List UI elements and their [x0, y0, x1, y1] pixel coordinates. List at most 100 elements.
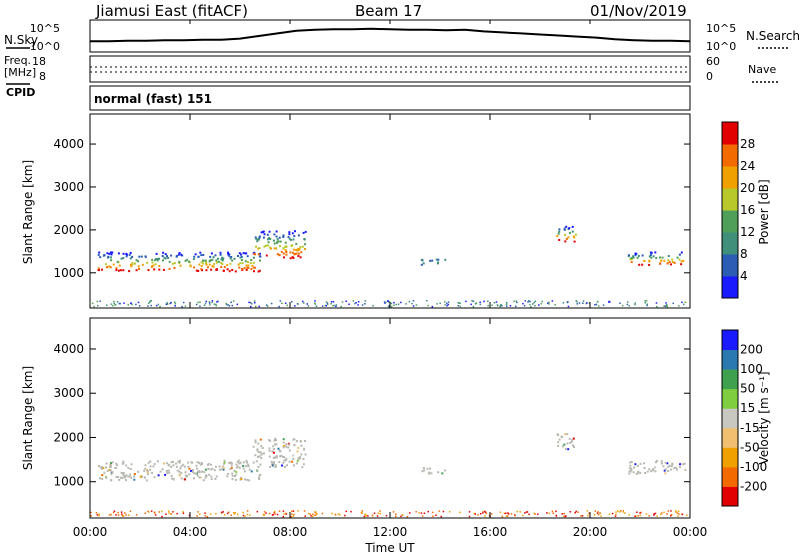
scatter-cell [98, 269, 100, 271]
scatter-cell [684, 301, 687, 303]
scatter-cell [149, 300, 152, 302]
scatter-cell [484, 510, 486, 513]
scatter-cell [217, 260, 220, 263]
scatter-cell [103, 471, 106, 474]
scatter-cell [138, 267, 140, 270]
scatter-cell [563, 228, 566, 231]
scatter-cell [201, 462, 204, 465]
scatter-cell [671, 258, 674, 261]
scatter-cell [629, 470, 632, 473]
scatter-cell [128, 270, 131, 273]
scatter-cell [400, 515, 402, 518]
scatter-cell [628, 514, 630, 516]
scatter-cell [191, 471, 194, 473]
freq-panel: 18 8 60 0 Freq. [MHz] CPID Nave [4, 54, 778, 99]
scatter-cell [122, 252, 125, 255]
scatter-cell [602, 304, 605, 306]
scatter-cell [525, 511, 528, 513]
scatter-cell [196, 515, 198, 517]
scatter-cell [282, 438, 285, 441]
scatter-cell [141, 263, 144, 266]
scatter-cell [281, 464, 284, 467]
scatter-cell [215, 268, 218, 271]
scatter-cell [288, 233, 291, 236]
scatter-cell [124, 512, 126, 514]
scatter-cell [273, 247, 276, 250]
scatter-cell [293, 438, 296, 441]
scatter-cell [256, 240, 259, 243]
scatter-cell [111, 251, 114, 254]
scatter-cell [430, 472, 433, 475]
scatter-cell [244, 260, 247, 263]
x-tick-label: 16:00 [473, 525, 508, 539]
scatter-cell [568, 437, 571, 440]
scatter-cell [643, 462, 646, 465]
scatter-cell [435, 258, 438, 261]
scatter-cell [250, 259, 253, 261]
scatter-cell [91, 302, 94, 305]
scatter-cell [420, 263, 423, 266]
scatter-cell [285, 443, 288, 446]
scatter-cell [170, 254, 173, 257]
scatter-cell [219, 253, 222, 256]
scatter-cell [291, 513, 293, 515]
scatter-cell [235, 463, 238, 466]
scatter-cell [372, 305, 374, 307]
scatter-cell [166, 302, 168, 304]
scatter-cell [565, 225, 568, 228]
scatter-cell [457, 305, 459, 307]
scatter-cell [679, 463, 682, 466]
scatter-cell [199, 513, 201, 515]
scatter-cell [239, 256, 242, 259]
scatter-cell [108, 514, 111, 516]
scatter-cell [441, 472, 444, 475]
scatter-cell [420, 258, 423, 261]
scatter-cell [258, 476, 261, 479]
scatter-cell [196, 474, 199, 477]
scatter-cell [270, 460, 273, 463]
scatter-cell [304, 515, 306, 517]
scatter-cell [287, 236, 290, 239]
scatter-cell [230, 301, 232, 303]
scatter-cell [137, 470, 140, 473]
scatter-cell [577, 511, 579, 513]
scatter-cell [161, 255, 164, 257]
scatter-cell [205, 262, 207, 265]
scatter-cell [133, 478, 136, 481]
scatter-cell [213, 469, 216, 472]
scatter-cell [285, 457, 288, 460]
scatter-cell [278, 461, 281, 463]
velocity-y-axis: 1000 2000 3000 4000 [53, 342, 690, 489]
scatter-cell [168, 512, 170, 514]
scatter-cell [237, 513, 239, 516]
scatter-cell [299, 456, 302, 459]
y-tick-label: 3000 [53, 180, 84, 194]
scatter-cell [365, 514, 367, 516]
scatter-cell [557, 441, 560, 444]
scatter-cell [437, 471, 440, 474]
scatter-cell [97, 253, 100, 256]
scatter-cell [390, 302, 393, 305]
scatter-cell [208, 302, 211, 304]
scatter-cell [431, 259, 434, 262]
scatter-cell [252, 461, 255, 464]
scatter-cell [446, 304, 448, 307]
scatter-cell [274, 437, 277, 440]
scatter-cell [265, 254, 268, 257]
scatter-cell [629, 461, 632, 464]
scatter-cell [250, 470, 253, 473]
scatter-cell [290, 515, 292, 518]
power-y-axis: 1000 2000 3000 4000 [53, 137, 690, 280]
scatter-cell [652, 255, 655, 258]
y-tick-label: 3000 [53, 386, 84, 400]
power-panel: 1000 2000 3000 4000 Slant Range [km] [21, 113, 691, 309]
scatter-cell [446, 302, 448, 305]
scatter-cell [350, 510, 352, 513]
scatter-cell [551, 300, 554, 302]
scatter-cell [231, 304, 233, 307]
scatter-cell [147, 473, 149, 476]
scatter-cell [635, 515, 637, 517]
scatter-cell [289, 238, 292, 241]
scatter-cell [153, 476, 156, 479]
colorbar-tick-label: 12 [740, 225, 755, 239]
